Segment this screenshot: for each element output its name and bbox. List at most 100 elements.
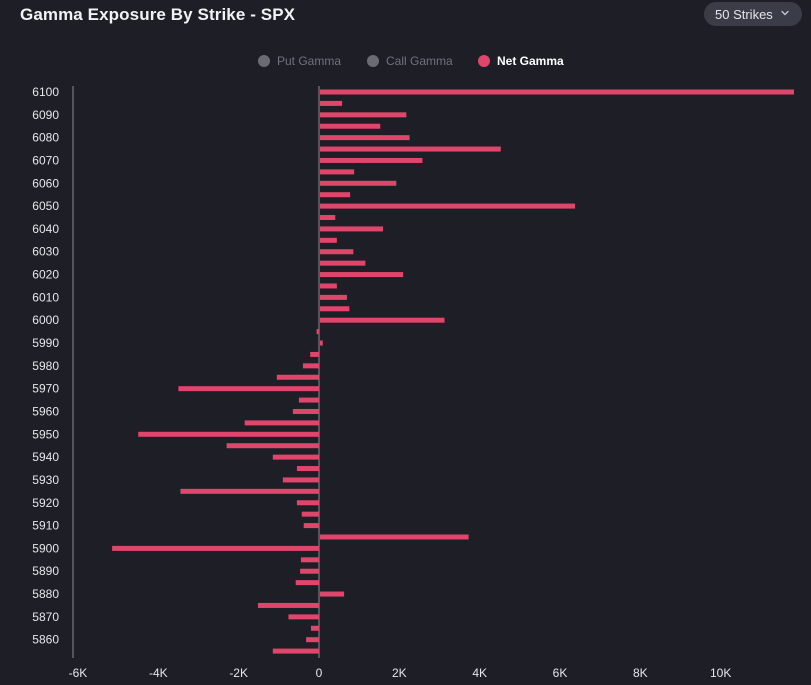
- bar-net-gamma: [295, 580, 319, 586]
- x-tick-label: -6K: [69, 666, 88, 680]
- strikes-selector-label: 50 Strikes: [715, 6, 773, 22]
- bar-net-gamma: [320, 340, 323, 346]
- bar-net-gamma: [320, 215, 336, 221]
- bar-net-gamma: [226, 443, 319, 449]
- y-tick-label: 5920: [32, 496, 59, 510]
- y-tick-label: 6060: [32, 176, 59, 190]
- bar-net-gamma: [320, 135, 410, 141]
- bar-net-gamma: [320, 237, 337, 243]
- y-tick-label: 5990: [32, 336, 59, 350]
- bar-net-gamma: [320, 192, 351, 198]
- legend-dot-call-gamma: [367, 55, 379, 67]
- legend-dot-put-gamma: [258, 55, 270, 67]
- y-tick-label: 6010: [32, 290, 59, 304]
- bar-net-gamma: [138, 431, 319, 437]
- bar-net-gamma: [296, 466, 319, 472]
- bar-net-gamma: [300, 568, 319, 574]
- bar-net-gamma: [316, 329, 319, 335]
- bar-net-gamma: [303, 523, 319, 529]
- bar-net-gamma: [320, 306, 350, 312]
- y-tick-label: 5960: [32, 404, 59, 418]
- x-tick-label: 8K: [633, 666, 648, 680]
- bar-net-gamma: [306, 637, 319, 643]
- x-tick-label: 4K: [472, 666, 487, 680]
- y-tick-label: 6030: [32, 245, 59, 259]
- bar-net-gamma: [296, 500, 319, 506]
- bar-net-gamma: [320, 260, 366, 266]
- bar-net-gamma: [320, 180, 397, 186]
- y-tick-label: 5900: [32, 541, 59, 555]
- bar-net-gamma: [320, 272, 404, 278]
- x-tick-label: -2K: [229, 666, 248, 680]
- bar-net-gamma: [320, 203, 576, 209]
- legend-item-call-gamma[interactable]: Call Gamma: [367, 54, 453, 68]
- y-tick-label: 5880: [32, 587, 59, 601]
- x-tick-label: 10K: [710, 666, 731, 680]
- y-tick-label: 5910: [32, 519, 59, 533]
- y-tick-label: 5940: [32, 450, 59, 464]
- bar-net-gamma: [320, 534, 469, 540]
- chart-legend: Put Gamma Call Gamma Net Gamma: [0, 54, 811, 70]
- bar-net-gamma: [257, 602, 319, 608]
- bar-net-gamma: [320, 100, 343, 106]
- y-tick-label: 6080: [32, 131, 59, 145]
- y-tick-label: 5870: [32, 610, 59, 624]
- y-tick-label: 6070: [32, 153, 59, 167]
- legend-item-put-gamma[interactable]: Put Gamma: [258, 54, 341, 68]
- x-tick-label: 2K: [392, 666, 407, 680]
- y-tick-label: 5930: [32, 473, 59, 487]
- bar-net-gamma: [282, 477, 319, 483]
- y-tick-label: 6100: [32, 85, 59, 99]
- y-tick-label: 5860: [32, 633, 59, 647]
- legend-item-net-gamma[interactable]: Net Gamma: [478, 54, 564, 68]
- bar-net-gamma: [302, 363, 319, 369]
- chart-title: Gamma Exposure By Strike - SPX: [20, 5, 296, 24]
- bar-net-gamma: [301, 511, 319, 517]
- strikes-selector-button[interactable]: 50 Strikes: [704, 2, 802, 26]
- y-tick-label: 6000: [32, 313, 59, 327]
- legend-dot-net-gamma: [478, 55, 490, 67]
- bar-net-gamma: [320, 283, 337, 289]
- bar-net-gamma: [288, 614, 319, 620]
- legend-label: Put Gamma: [277, 54, 342, 68]
- bar-net-gamma: [320, 89, 794, 95]
- bar-net-gamma: [272, 454, 319, 460]
- bar-net-gamma: [272, 648, 319, 654]
- bar-net-gamma: [320, 169, 355, 175]
- y-tick-label: 5980: [32, 359, 59, 373]
- bar-net-gamma: [320, 157, 423, 163]
- legend-label: Call Gamma: [386, 54, 453, 68]
- y-tick-label: 5890: [32, 564, 59, 578]
- bar-net-gamma: [180, 488, 319, 494]
- y-tick-label: 5950: [32, 427, 59, 441]
- bar-net-gamma: [320, 591, 345, 597]
- chevron-down-icon: [781, 10, 789, 16]
- bar-net-gamma: [320, 317, 445, 323]
- y-tick-label: 5970: [32, 382, 59, 396]
- y-tick-label: 6040: [32, 222, 59, 236]
- bar-net-gamma: [320, 226, 384, 232]
- bar-net-gamma: [320, 249, 354, 255]
- bar-net-gamma: [320, 123, 381, 129]
- bar-net-gamma: [292, 408, 319, 414]
- x-tick-label: 0: [316, 666, 323, 680]
- x-tick-label: 6K: [553, 666, 568, 680]
- bar-net-gamma: [244, 420, 319, 426]
- y-tick-label: 6090: [32, 108, 59, 122]
- x-tick-label: -4K: [149, 666, 168, 680]
- y-tick-label: 6050: [32, 199, 59, 213]
- legend-label: Net Gamma: [497, 54, 564, 68]
- bar-net-gamma: [320, 294, 347, 300]
- bar-net-gamma: [310, 351, 319, 357]
- bar-net-gamma: [276, 374, 319, 380]
- bar-net-gamma: [300, 557, 319, 563]
- bar-net-gamma: [310, 625, 319, 631]
- bar-net-gamma: [112, 545, 319, 551]
- bar-net-gamma: [320, 112, 407, 118]
- bar-net-gamma: [320, 146, 501, 152]
- y-tick-label: 6020: [32, 268, 59, 282]
- bar-net-gamma: [298, 397, 319, 403]
- bar-net-gamma: [178, 386, 319, 392]
